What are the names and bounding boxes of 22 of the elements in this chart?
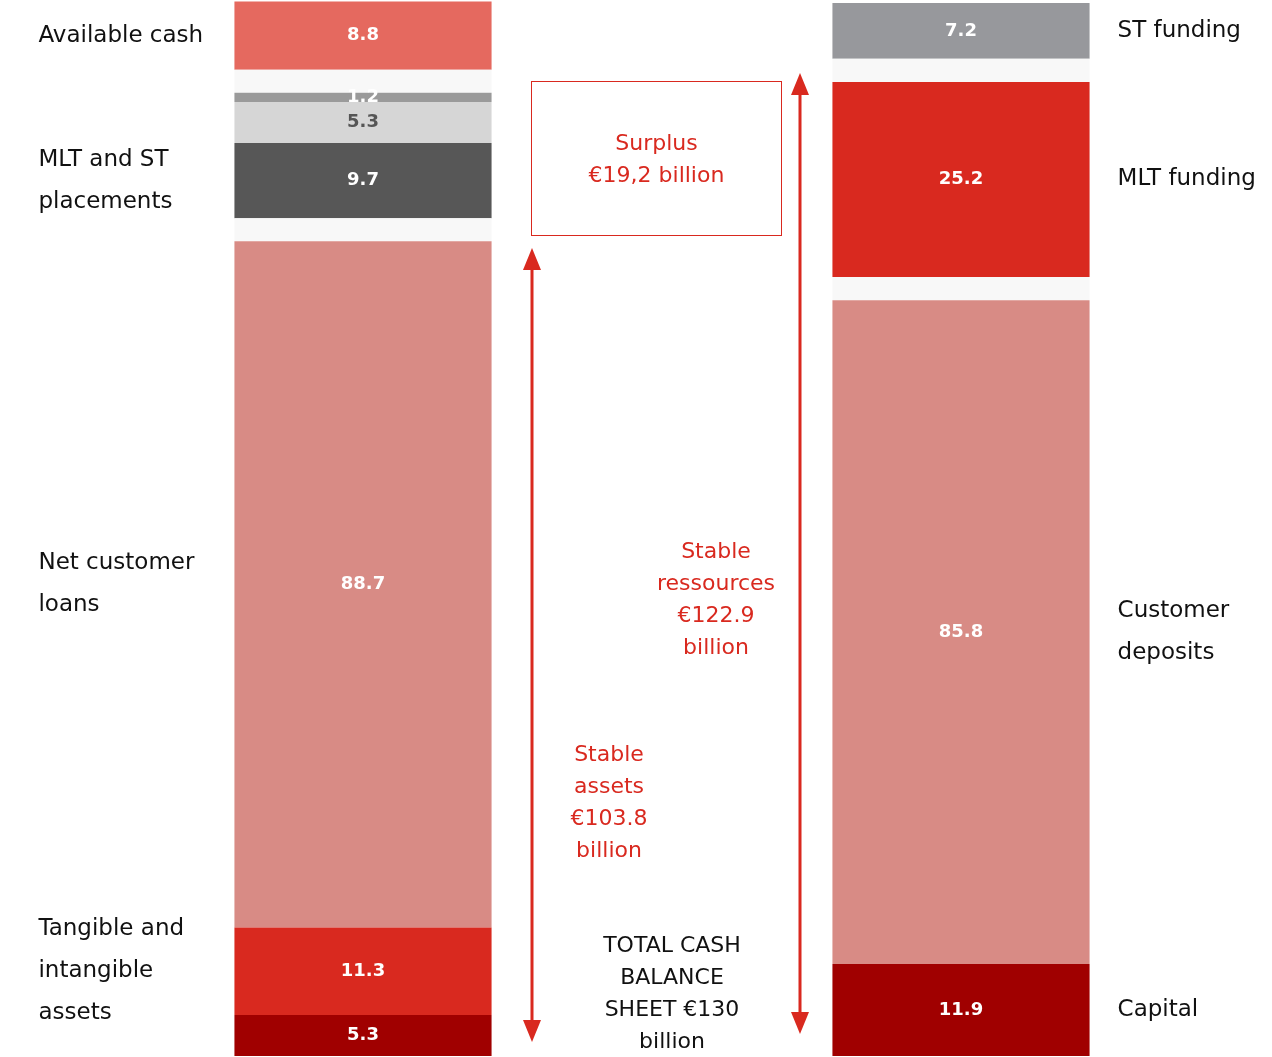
data-label: 88.7 <box>340 572 386 594</box>
data-label: 25.2 <box>938 167 984 189</box>
data-label: 11.9 <box>938 997 984 1019</box>
series-label: Available cash <box>38 20 204 47</box>
series-label: MLT funding <box>1117 164 1256 191</box>
data-label: 85.8 <box>938 619 984 641</box>
data-label: 5.3 <box>347 1023 379 1045</box>
annotation: Stable assets €103.8 billion <box>569 740 649 864</box>
series-label: Net customer loans <box>38 548 195 617</box>
annotation: Surplus €19,2 billion <box>587 129 726 189</box>
text: MLT and ST placements <box>38 144 173 213</box>
data-label: 8.8 <box>347 23 379 45</box>
data-label: 7.2 <box>945 18 977 40</box>
series-label: Customer deposits <box>1117 596 1230 665</box>
series-label: Capital <box>1117 994 1199 1021</box>
data-label: 11.3 <box>340 958 386 980</box>
series-label: ST funding <box>1117 15 1241 42</box>
text: Tangible and intangible assets <box>37 914 185 1025</box>
annotation: TOTAL CASH BALANCE SHEET €130 billion <box>602 931 742 1055</box>
data-label: 5.3 <box>347 110 379 132</box>
annotation: Stable ressources €122.9 billion <box>655 537 777 661</box>
data-label: 9.7 <box>347 168 379 190</box>
